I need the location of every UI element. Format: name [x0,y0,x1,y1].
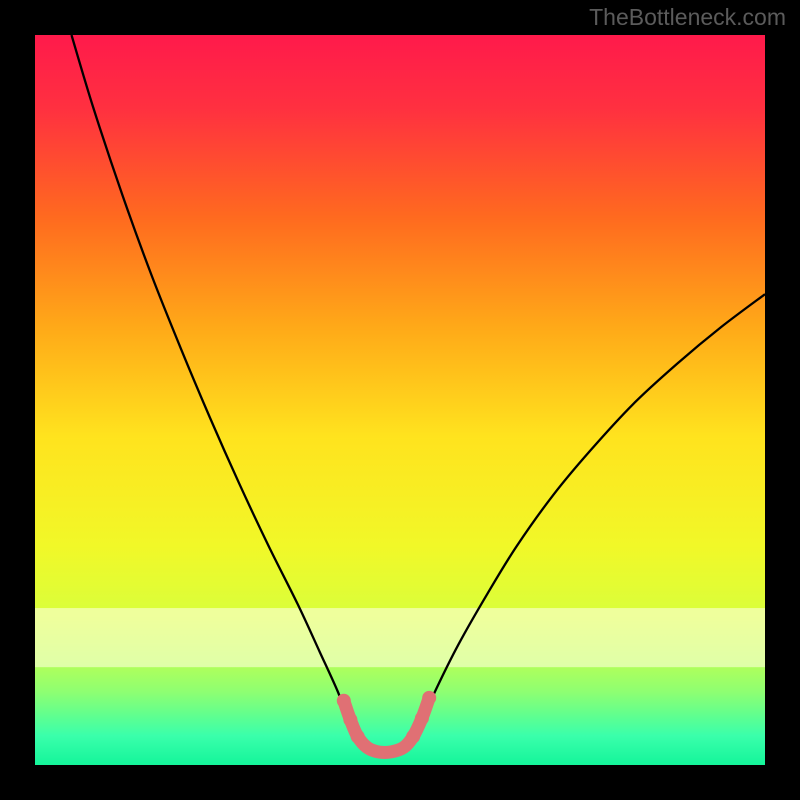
marker-dot [415,711,429,725]
bottleneck-curve-chart [35,35,765,765]
watermark-text: TheBottleneck.com [589,4,786,31]
highlight-band [35,608,765,667]
marker-dot [422,691,436,705]
marker-dot [351,730,365,744]
marker-dot [406,730,420,744]
marker-dot [343,713,357,727]
plot-area [35,35,765,765]
chart-frame: TheBottleneck.com [0,0,800,800]
marker-dot [337,694,351,708]
